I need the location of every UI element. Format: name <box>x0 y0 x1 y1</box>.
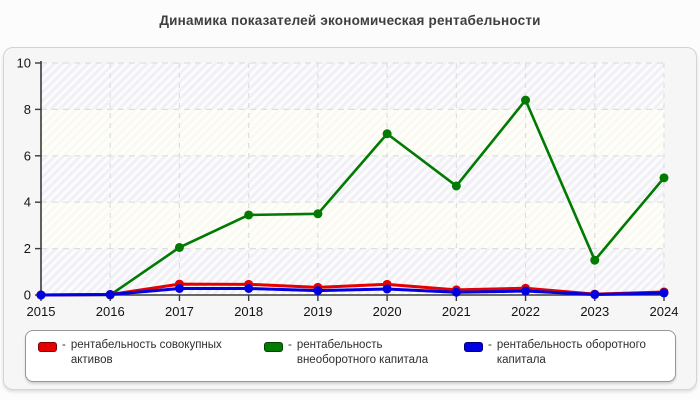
legend-dash: - <box>488 339 492 351</box>
svg-text:2023: 2023 <box>580 304 609 319</box>
line-chart: 0 2 4 6 8 10 2015 2016 2017 2018 2019 2020 2021 2022 2… <box>17 56 679 320</box>
legend-label-line1: рентабельность <box>296 339 383 351</box>
svg-text:2: 2 <box>24 241 31 256</box>
legend-swatch-red <box>38 342 57 352</box>
legend-item-working-capital: - рентабельность оборотного капитала <box>464 338 675 368</box>
legend-swatch-blue <box>464 342 483 352</box>
svg-text:0: 0 <box>24 288 31 303</box>
legend-label-line2: активов <box>70 353 113 366</box>
legend: - рентабельность совокупных активов - ре… <box>25 330 676 382</box>
chart-panel: 0 2 4 6 8 10 2015 2016 2017 2018 2019 2020 2021 2022 2… <box>3 47 697 390</box>
svg-text:2021: 2021 <box>442 304 471 319</box>
legend-label-line2: внеоборотного капитала <box>296 353 429 366</box>
legend-dash: - <box>62 339 66 351</box>
svg-text:2024: 2024 <box>650 304 679 319</box>
svg-text:4: 4 <box>24 195 31 210</box>
svg-text:2016: 2016 <box>96 304 125 319</box>
legend-label-line1: рентабельность совокупных <box>70 339 222 351</box>
svg-text:2015: 2015 <box>27 304 56 319</box>
legend-swatch-green <box>264 342 283 352</box>
svg-text:2019: 2019 <box>303 304 332 319</box>
svg-text:10: 10 <box>17 56 31 71</box>
svg-text:8: 8 <box>24 102 31 117</box>
svg-text:2018: 2018 <box>234 304 263 319</box>
chart-title: Динамика показателей экономическая рента… <box>159 13 541 28</box>
svg-text:2017: 2017 <box>165 304 194 319</box>
legend-item-noncurrent-capital: - рентабельность внеоборотного капитала <box>264 338 464 368</box>
legend-label-line1: рентабельность оборотного <box>496 339 646 351</box>
legend-item-total-assets: - рентабельность совокупных активов <box>38 338 264 368</box>
legend-dash: - <box>288 339 292 351</box>
svg-text:2020: 2020 <box>373 304 402 319</box>
svg-text:6: 6 <box>24 148 31 163</box>
svg-text:2022: 2022 <box>511 304 540 319</box>
legend-label-line2: капитала <box>496 353 546 366</box>
